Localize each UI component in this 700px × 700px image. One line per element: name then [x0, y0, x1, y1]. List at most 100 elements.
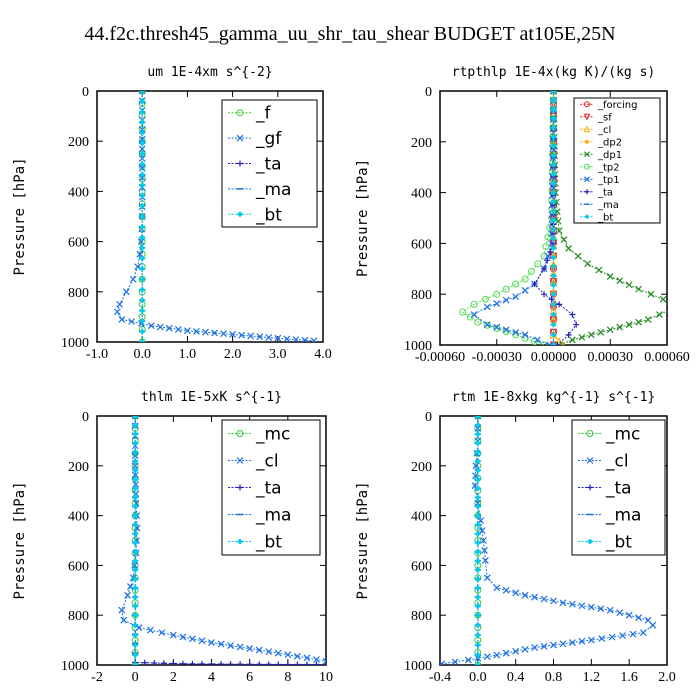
marker-x	[116, 300, 124, 308]
marker-x	[236, 643, 244, 651]
series-group	[459, 91, 667, 345]
marker-plus	[218, 661, 225, 665]
marker-plus	[323, 661, 326, 665]
marker-diamond	[474, 512, 481, 519]
marker-diamond	[474, 662, 481, 665]
figure-title: 44.f2c.thresh45_gamma_uu_shr_tau_shear B…	[84, 23, 615, 45]
marker-diamond	[132, 449, 139, 456]
marker-diamond	[139, 213, 146, 220]
y-tick-label: 800	[68, 609, 89, 624]
marker-diamond	[550, 115, 557, 122]
legend-label: _sf	[597, 112, 612, 123]
marker-circle	[236, 430, 244, 437]
marker-x	[169, 631, 177, 639]
marker-x	[255, 646, 263, 654]
legend-item: _cl	[580, 125, 611, 136]
y-tick-label: 0	[425, 410, 432, 425]
marker-x	[597, 605, 605, 613]
marker-plus	[584, 189, 590, 195]
marker-x	[608, 633, 616, 641]
marker-x	[512, 293, 520, 301]
legend-item: _gf	[228, 129, 282, 149]
chart-panel-2: rtpthlp 1E-4x(kg K)/(kg s) Pressure [hPa]…	[355, 65, 690, 365]
marker-x	[625, 611, 633, 619]
marker-diamond	[474, 632, 481, 639]
y-tick-label: 200	[411, 460, 432, 475]
marker-diamond	[474, 594, 481, 601]
x-tick-label: 0.4	[507, 670, 525, 685]
marker-x	[606, 326, 614, 334]
x-tick-label: 2.0	[224, 347, 242, 362]
marker-plus	[265, 661, 272, 665]
legend-item: _bt	[578, 532, 632, 552]
marker-x	[578, 602, 586, 610]
marker-x	[483, 321, 491, 329]
x-tick-label: 0.00060	[644, 350, 690, 365]
marker-diamond	[550, 331, 557, 338]
marker-x	[284, 651, 292, 659]
marker-x	[131, 416, 139, 420]
y-tick-label: 600	[411, 559, 432, 574]
legend-item: _cl	[578, 451, 629, 471]
marker-x	[550, 641, 557, 649]
legend-label: _cl	[255, 451, 279, 471]
marker-diamond	[139, 140, 146, 147]
series-bt	[139, 91, 146, 342]
marker-x	[586, 457, 594, 464]
legend-label: _ma	[597, 200, 619, 211]
marker-diamond	[474, 612, 481, 619]
marker-circle	[502, 328, 510, 336]
marker-plus	[198, 660, 205, 665]
marker-circle	[236, 109, 244, 117]
chart-panel-3: thlm 1E-5xK s^{-1} Pressure [hPa] -2 0 2 4 6 8 1…	[12, 390, 333, 685]
x-tick-label: 0.00030	[588, 350, 634, 365]
marker-x	[179, 633, 187, 641]
marker-diamond	[132, 530, 139, 537]
marker-diamond	[550, 161, 557, 168]
x-tick-label: 2.0	[658, 670, 676, 685]
marker-diamond	[132, 652, 139, 659]
marker-x	[493, 584, 501, 592]
marker-x	[521, 646, 529, 653]
marker-x	[480, 537, 487, 544]
marker-diamond	[474, 603, 481, 610]
marker-x	[236, 457, 244, 464]
y-tick-label: 1000	[404, 339, 432, 354]
marker-diamond	[474, 652, 481, 659]
marker-diamond	[550, 91, 557, 94]
y-tick-label: 200	[68, 460, 89, 475]
marker-circle	[544, 233, 552, 241]
x-tick-label: 1.6	[620, 670, 638, 685]
legend-label: _cl	[605, 451, 629, 471]
marker-x	[587, 331, 595, 339]
marker-diamond	[139, 328, 146, 335]
legend-label: _bt	[605, 532, 632, 552]
series-cl	[440, 416, 657, 665]
marker-diamond	[550, 254, 557, 261]
y-tick-label: 400	[411, 187, 432, 202]
marker-x	[474, 499, 482, 507]
legend-item: _ma	[228, 180, 291, 200]
legend-label: _bt	[255, 532, 282, 552]
legend-label: _forcing	[597, 100, 638, 111]
y-tick-label: 0	[425, 85, 432, 100]
marker-diamond	[474, 539, 481, 546]
marker-diamond	[139, 161, 146, 168]
marker-diamond	[132, 512, 139, 519]
marker-diamond	[550, 263, 557, 270]
y-tick-label: 600	[68, 236, 89, 251]
marker-x	[451, 658, 459, 665]
legend-box	[573, 97, 661, 224]
marker-diamond	[139, 119, 146, 126]
marker-x	[512, 647, 520, 655]
marker-x	[120, 616, 128, 624]
marker-plus	[554, 342, 561, 345]
marker-x	[156, 323, 164, 331]
x-tick-label: -0.4	[429, 670, 451, 685]
marker-diamond	[139, 255, 146, 262]
x-tick-label: -1.0	[86, 347, 108, 362]
legend-item: _bt	[580, 212, 613, 223]
marker-x	[193, 328, 200, 335]
marker-x	[464, 656, 472, 664]
marker-x	[118, 315, 126, 323]
